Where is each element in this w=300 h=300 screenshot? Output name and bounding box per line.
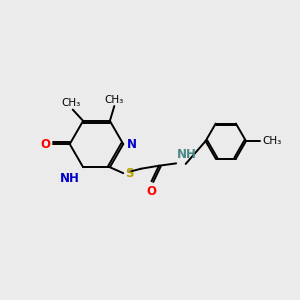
Text: N: N (127, 138, 137, 151)
Text: CH₃: CH₃ (262, 136, 281, 146)
Text: CH₃: CH₃ (61, 98, 81, 108)
Text: O: O (146, 185, 156, 198)
Text: NH: NH (177, 148, 196, 161)
Text: O: O (40, 138, 50, 151)
Text: NH: NH (60, 172, 80, 185)
Text: CH₃: CH₃ (105, 94, 124, 104)
Text: S: S (125, 167, 133, 180)
